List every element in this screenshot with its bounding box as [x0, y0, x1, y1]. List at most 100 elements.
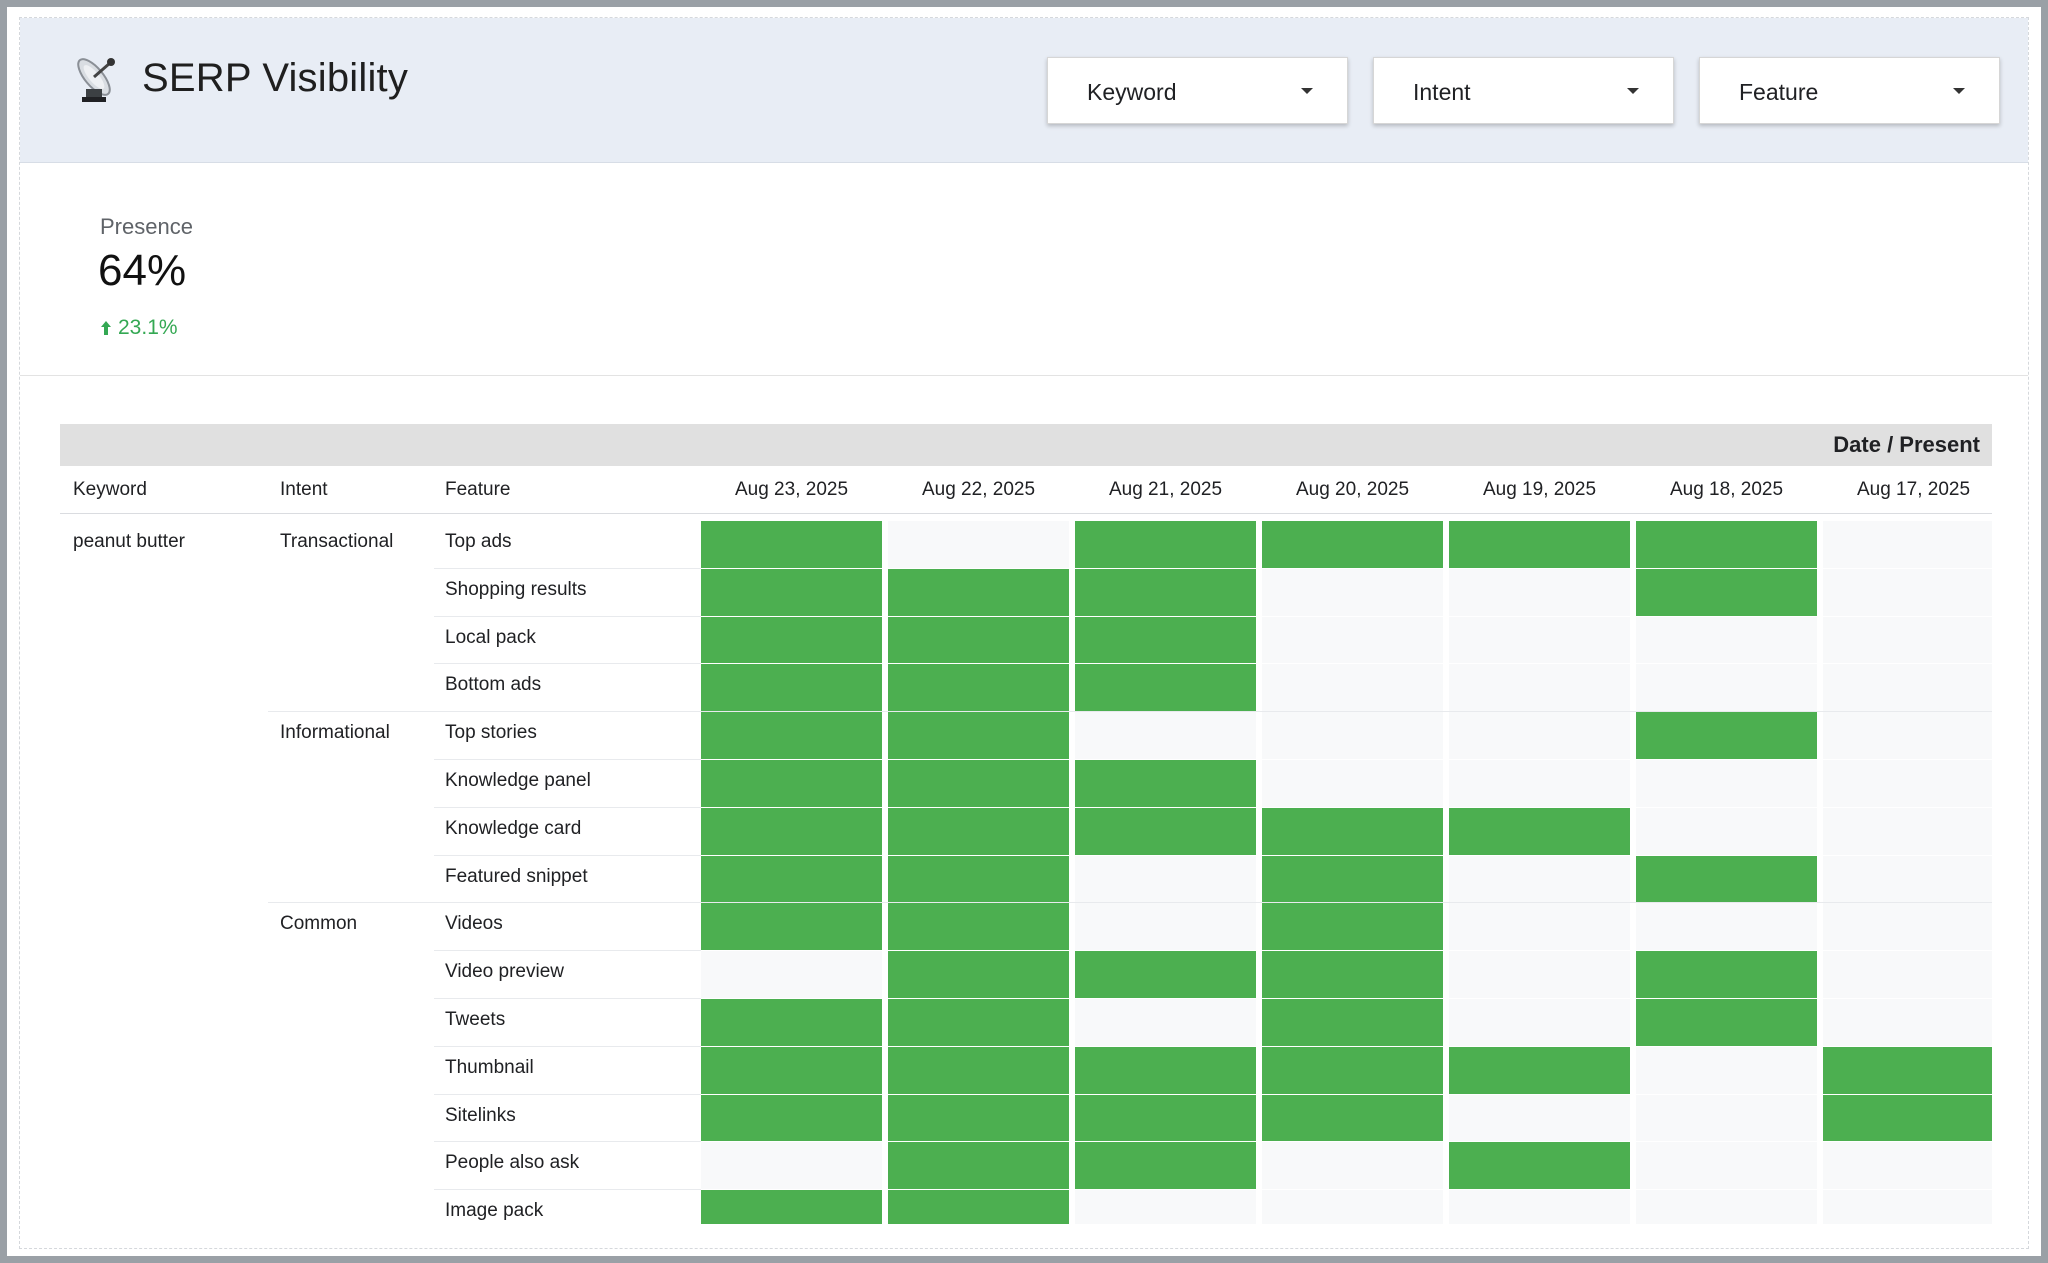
presence-cell-present — [1262, 903, 1443, 951]
presence-cell-absent — [1449, 1190, 1630, 1224]
presence-cell-present — [888, 760, 1069, 807]
satellite-dish-icon — [77, 58, 115, 102]
row-divider — [434, 854, 701, 856]
column-header-date[interactable]: Aug 22, 2025 — [921, 479, 1036, 500]
row-divider — [434, 1189, 701, 1191]
keyword-filter-dropdown[interactable]: Keyword — [1047, 57, 1348, 124]
presence-cell-absent — [1262, 664, 1443, 712]
intent-filter-dropdown[interactable]: Intent — [1373, 57, 1674, 124]
group-divider — [268, 711, 1992, 713]
presence-cell-absent — [1075, 712, 1256, 759]
report-header: SERP Visibility Keyword Intent Feature — [20, 18, 2028, 163]
row-divider — [434, 759, 701, 760]
presence-cell-present — [888, 1190, 1069, 1224]
presence-cell-present — [701, 1046, 882, 1094]
presence-cell-absent — [1823, 521, 1992, 568]
presence-cell-present — [701, 1094, 882, 1142]
column-header-date[interactable]: Aug 17, 2025 — [1856, 479, 1971, 500]
presence-cell-present — [1075, 1046, 1256, 1094]
presence-cell-absent — [1823, 616, 1992, 664]
presence-cell-present — [701, 568, 882, 616]
presence-cell-present — [1262, 999, 1443, 1046]
presence-cell-absent — [1449, 760, 1630, 807]
presence-cell-present — [888, 712, 1069, 759]
presence-cell-present — [701, 760, 882, 807]
presence-cell-present — [1075, 664, 1256, 712]
presence-cell-present — [1262, 1046, 1443, 1094]
feature-cell: Knowledge panel — [445, 770, 591, 791]
feature-cell: Bottom ads — [445, 674, 542, 696]
row-divider — [434, 998, 701, 999]
report-canvas: SERP Visibility Keyword Intent Feature P… — [19, 17, 2029, 1249]
column-header-keyword[interactable]: Keyword — [73, 479, 147, 500]
scorecard-delta: 23.1% — [100, 316, 178, 340]
presence-cell-absent — [1823, 664, 1992, 712]
column-header-date[interactable]: Aug 21, 2025 — [1108, 479, 1223, 500]
presence-cell-absent — [1823, 999, 1992, 1046]
presence-cell-present — [1636, 521, 1817, 568]
presence-cell-present — [1449, 521, 1630, 568]
column-header-date[interactable]: Aug 18, 2025 — [1669, 479, 1784, 500]
presence-cell-absent — [1823, 855, 1992, 903]
presence-cell-present — [1449, 1046, 1630, 1094]
column-header-date[interactable]: Aug 19, 2025 — [1482, 479, 1597, 500]
presence-cell-present — [888, 903, 1069, 951]
presence-cell-present — [1262, 951, 1443, 998]
presence-cell-absent — [1449, 664, 1630, 712]
caret-down-icon — [1301, 88, 1313, 94]
presence-cell-present — [1075, 521, 1256, 568]
feature-cell: Image pack — [445, 1200, 544, 1222]
presence-cell-present — [888, 616, 1069, 664]
presence-cell-present — [701, 903, 882, 951]
table-header-bar: Date / Present — [60, 424, 1992, 466]
presence-cell-absent — [1449, 616, 1630, 664]
feature-filter-dropdown[interactable]: Feature — [1699, 57, 2000, 124]
presence-cell-present — [888, 807, 1069, 855]
row-divider — [434, 806, 701, 808]
group-divider — [268, 902, 1992, 904]
intent-cell: Informational — [280, 722, 390, 744]
presence-cell-present — [701, 712, 882, 759]
intent-cell: Transactional — [280, 531, 394, 552]
presence-cell-present — [1636, 855, 1817, 903]
column-header-feature[interactable]: Feature — [445, 479, 511, 500]
caret-down-icon — [1953, 88, 1965, 94]
column-header-date[interactable]: Aug 23, 2025 — [734, 479, 849, 500]
presence-cell-absent — [1449, 903, 1630, 951]
intent-filter-label: Intent — [1413, 79, 1471, 105]
presence-cell-absent — [1823, 1190, 1992, 1224]
feature-cell: Featured snippet — [445, 865, 588, 887]
presence-cell-present — [888, 999, 1069, 1046]
arrow-up-icon — [101, 321, 111, 335]
keyword-filter-label: Keyword — [1087, 79, 1177, 105]
presence-cell-present — [1075, 1142, 1256, 1190]
presence-cell-absent — [1636, 1094, 1817, 1142]
presence-cell-absent — [1449, 568, 1630, 616]
row-divider — [434, 663, 701, 665]
presence-cell-present — [1075, 568, 1256, 616]
feature-filter-label: Feature — [1739, 79, 1819, 105]
presence-cell-present — [1449, 1142, 1630, 1190]
page-title: SERP Visibility — [142, 56, 409, 100]
presence-cell-absent — [1823, 568, 1992, 616]
column-header-date[interactable]: Aug 20, 2025 — [1295, 479, 1410, 500]
presence-cell-present — [701, 521, 882, 568]
presence-cell-absent — [1636, 760, 1817, 807]
presence-cell-present — [888, 855, 1069, 903]
column-header-intent[interactable]: Intent — [280, 479, 328, 500]
presence-cell-present — [1636, 951, 1817, 998]
scorecard-label: Presence — [100, 214, 193, 239]
presence-cell-absent — [1449, 1094, 1630, 1142]
presence-cell-absent — [1075, 903, 1256, 951]
presence-cell-absent — [1823, 712, 1992, 759]
presence-cell-present — [888, 568, 1069, 616]
presence-cell-present — [888, 664, 1069, 712]
header-divider — [60, 513, 1992, 514]
feature-cell: Video preview — [445, 961, 565, 983]
presence-cell-absent — [1636, 616, 1817, 664]
presence-cell-absent — [1262, 568, 1443, 616]
feature-cell: Top stories — [445, 722, 537, 744]
presence-cell-absent — [1636, 807, 1817, 855]
row-divider — [434, 711, 701, 713]
presence-cell-absent — [1449, 999, 1630, 1046]
